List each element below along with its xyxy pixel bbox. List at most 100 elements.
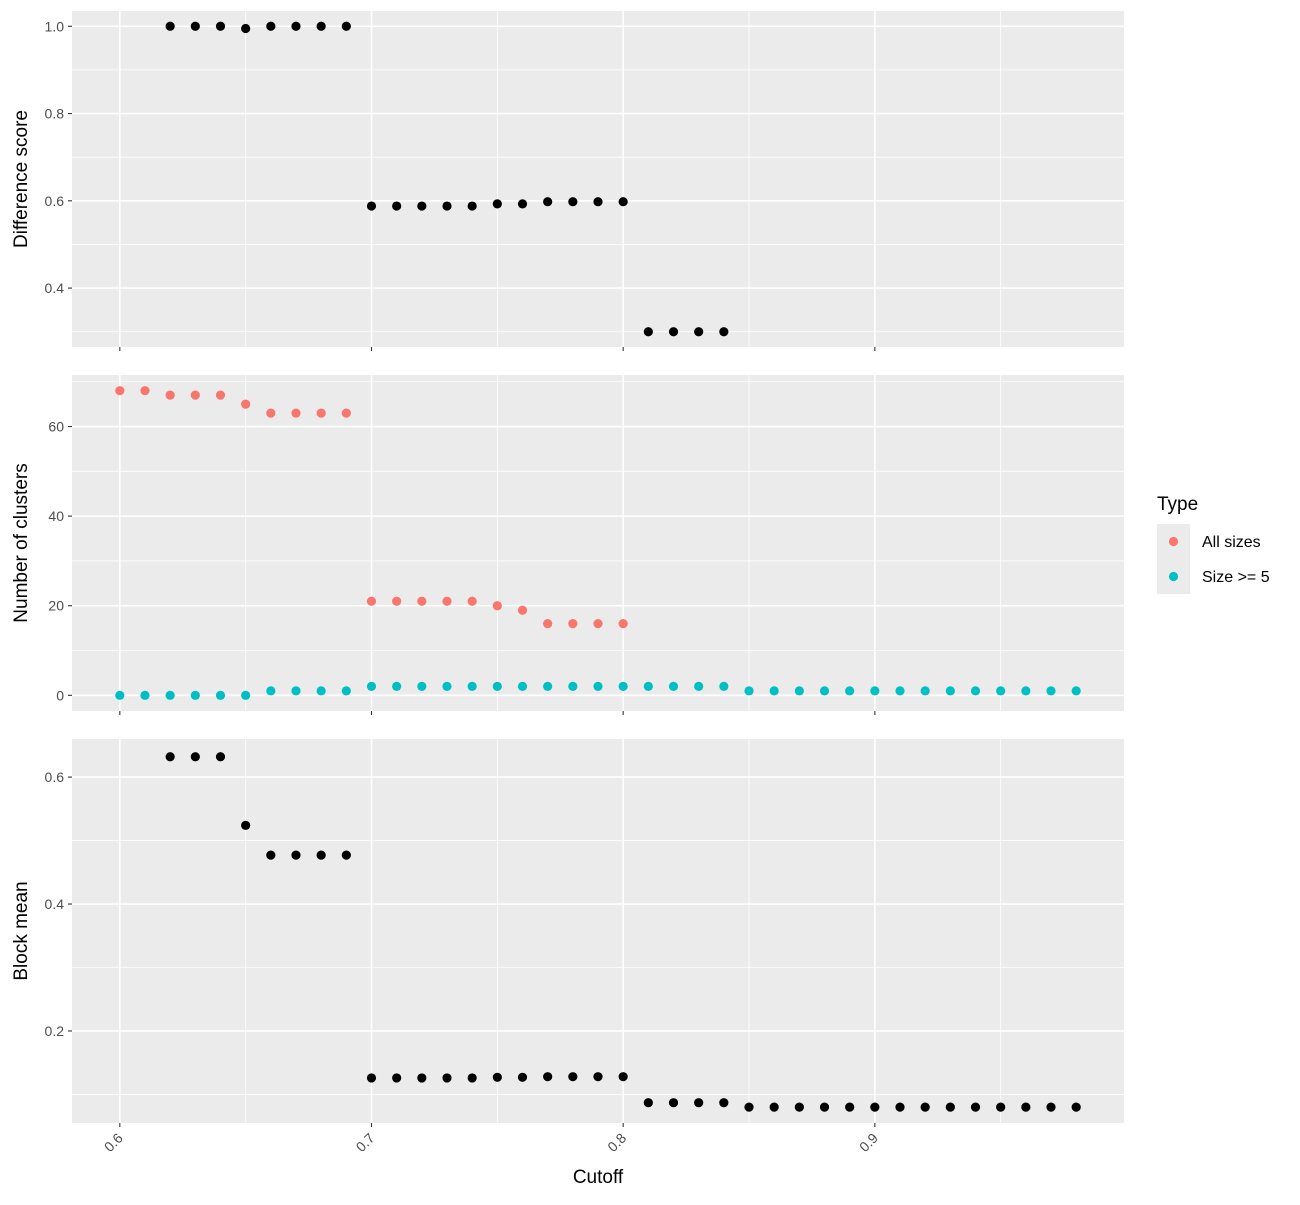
data-point bbox=[593, 681, 603, 691]
panel-2: 0 20 40 60 Number of clusters bbox=[11, 375, 1124, 715]
data-point bbox=[190, 390, 200, 400]
data-point bbox=[241, 399, 251, 409]
data-point bbox=[366, 681, 377, 691]
series-1 bbox=[165, 21, 729, 337]
data-point bbox=[140, 386, 150, 396]
data-point bbox=[543, 619, 553, 629]
legend-key-2 bbox=[1168, 571, 1179, 582]
x-tick-label: 0.6 bbox=[101, 1130, 126, 1155]
data-point bbox=[694, 681, 704, 691]
data-point bbox=[366, 201, 377, 211]
y-tick-label: 0.2 bbox=[45, 1023, 65, 1039]
data-point bbox=[517, 1072, 528, 1082]
data-point bbox=[316, 21, 326, 31]
data-point bbox=[241, 23, 251, 34]
legend-title: Type bbox=[1157, 494, 1198, 515]
data-point bbox=[165, 390, 175, 400]
series-1 bbox=[165, 752, 1081, 1112]
data-point bbox=[618, 619, 628, 629]
data-point bbox=[241, 820, 251, 830]
data-point bbox=[467, 1073, 477, 1083]
data-point bbox=[492, 199, 502, 209]
data-point bbox=[291, 408, 301, 418]
data-point bbox=[895, 1102, 905, 1112]
data-point bbox=[492, 601, 502, 611]
data-point bbox=[266, 408, 276, 418]
data-point bbox=[517, 681, 528, 691]
data-point bbox=[568, 619, 578, 629]
y-tick-label: 0.8 bbox=[45, 106, 65, 122]
data-point bbox=[970, 686, 981, 696]
data-point bbox=[241, 690, 251, 700]
y-tick-label: 0.4 bbox=[45, 280, 65, 296]
data-point bbox=[744, 686, 754, 696]
data-point bbox=[392, 681, 402, 691]
data-point bbox=[115, 386, 125, 396]
data-point bbox=[819, 1102, 830, 1112]
data-point bbox=[190, 690, 200, 700]
data-point bbox=[467, 201, 477, 211]
data-point bbox=[392, 596, 402, 606]
data-point bbox=[341, 686, 351, 696]
data-point bbox=[165, 690, 175, 700]
data-point bbox=[190, 752, 200, 762]
data-point bbox=[945, 1102, 955, 1112]
data-point bbox=[467, 681, 477, 691]
data-point bbox=[618, 197, 628, 207]
data-point bbox=[316, 850, 326, 860]
data-point bbox=[467, 596, 477, 606]
data-point bbox=[492, 1072, 502, 1082]
panel-background bbox=[72, 11, 1124, 347]
data-point bbox=[895, 686, 905, 696]
y-tick-label: 1.0 bbox=[45, 18, 65, 34]
data-point bbox=[291, 686, 301, 696]
y-tick-label: 0 bbox=[56, 687, 64, 703]
legend: Type All sizes Size >= 5 bbox=[1157, 494, 1270, 594]
data-point bbox=[517, 199, 528, 209]
y-tick-label: 60 bbox=[48, 419, 64, 435]
data-point bbox=[1021, 686, 1031, 696]
data-point bbox=[366, 1073, 377, 1083]
data-point bbox=[417, 201, 427, 211]
data-point bbox=[492, 681, 502, 691]
data-point bbox=[215, 21, 226, 31]
y-axis-label: Block mean bbox=[11, 881, 32, 980]
data-point bbox=[215, 690, 226, 700]
data-point bbox=[442, 596, 452, 606]
data-point bbox=[1071, 1102, 1081, 1112]
data-point bbox=[165, 752, 175, 762]
y-tick-label: 0.6 bbox=[45, 193, 65, 209]
data-point bbox=[140, 690, 150, 700]
data-point bbox=[291, 21, 301, 31]
data-point bbox=[945, 686, 955, 696]
data-point bbox=[517, 605, 528, 615]
data-point bbox=[366, 596, 377, 606]
data-point bbox=[819, 686, 830, 696]
data-point bbox=[165, 21, 175, 31]
data-point bbox=[719, 1098, 729, 1108]
data-point bbox=[543, 1072, 553, 1082]
data-point bbox=[543, 197, 553, 207]
data-point bbox=[769, 686, 779, 696]
data-point bbox=[668, 681, 679, 691]
data-point bbox=[996, 1102, 1006, 1112]
y-tick-label: 0.4 bbox=[45, 896, 65, 912]
panel-3: 0.2 0.4 0.6 Block mean bbox=[11, 739, 1124, 1127]
data-point bbox=[694, 327, 704, 337]
data-point bbox=[719, 327, 729, 337]
data-point bbox=[643, 681, 653, 691]
series-all-sizes bbox=[115, 386, 628, 629]
data-point bbox=[845, 686, 855, 696]
data-point bbox=[920, 686, 930, 696]
y-axis-label: Difference score bbox=[11, 110, 32, 248]
data-point bbox=[618, 1072, 628, 1082]
data-point bbox=[392, 201, 402, 211]
data-point bbox=[618, 681, 628, 691]
data-point bbox=[215, 390, 226, 400]
data-point bbox=[417, 681, 427, 691]
data-point bbox=[442, 681, 452, 691]
data-point bbox=[643, 1098, 653, 1108]
data-point bbox=[668, 327, 679, 337]
data-point bbox=[341, 21, 351, 31]
